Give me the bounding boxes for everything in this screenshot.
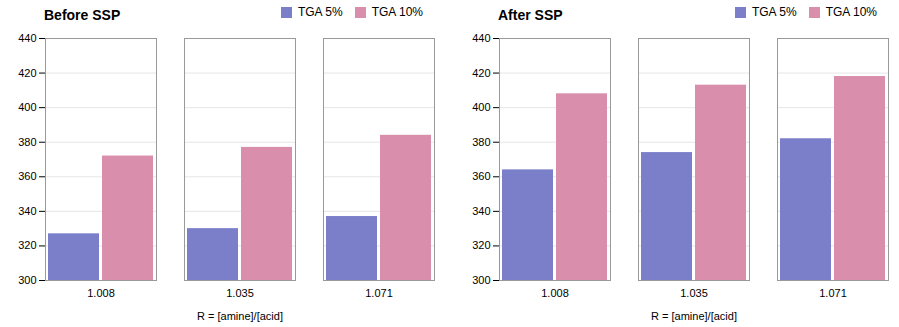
svg-text:1.071: 1.071 <box>365 287 393 299</box>
html-text:After SSP: After SSP <box>498 7 563 23</box>
svg-text:1.035: 1.035 <box>680 287 708 299</box>
svg-text:420: 420 <box>472 67 490 79</box>
svg-text:440: 440 <box>18 32 36 44</box>
html-text:TGA 10%: TGA 10% <box>371 5 423 19</box>
svg-text:360: 360 <box>18 170 36 182</box>
svg-text:320: 320 <box>18 239 36 251</box>
svg-text:1.008: 1.008 <box>87 287 115 299</box>
svg-text:1.008: 1.008 <box>541 287 569 299</box>
svg-text:400: 400 <box>18 101 36 113</box>
svg-text:320: 320 <box>472 239 490 251</box>
svg-text:R = [amine]/[acid]: R = [amine]/[acid] <box>197 310 283 322</box>
svg-text:360: 360 <box>472 170 490 182</box>
svg-text:340: 340 <box>472 205 490 217</box>
html-text:Before SSP: Before SSP <box>44 7 121 23</box>
svg-text:440: 440 <box>472 32 490 44</box>
svg-text:340: 340 <box>18 205 36 217</box>
svg-text:400: 400 <box>472 101 490 113</box>
svg-text:1.071: 1.071 <box>819 287 847 299</box>
svg-text:300: 300 <box>18 274 36 286</box>
html-text:TGA 10%: TGA 10% <box>825 5 877 19</box>
svg-text:380: 380 <box>18 136 36 148</box>
svg-text:R = [amine]/[acid]: R = [amine]/[acid] <box>651 310 737 322</box>
svg-text:380: 380 <box>472 136 490 148</box>
svg-text:1.035: 1.035 <box>226 287 254 299</box>
html-text:TGA 5%: TGA 5% <box>752 5 797 19</box>
svg-text:420: 420 <box>18 67 36 79</box>
html-text:TGA 5%: TGA 5% <box>298 5 343 19</box>
svg-text:300: 300 <box>472 274 490 286</box>
